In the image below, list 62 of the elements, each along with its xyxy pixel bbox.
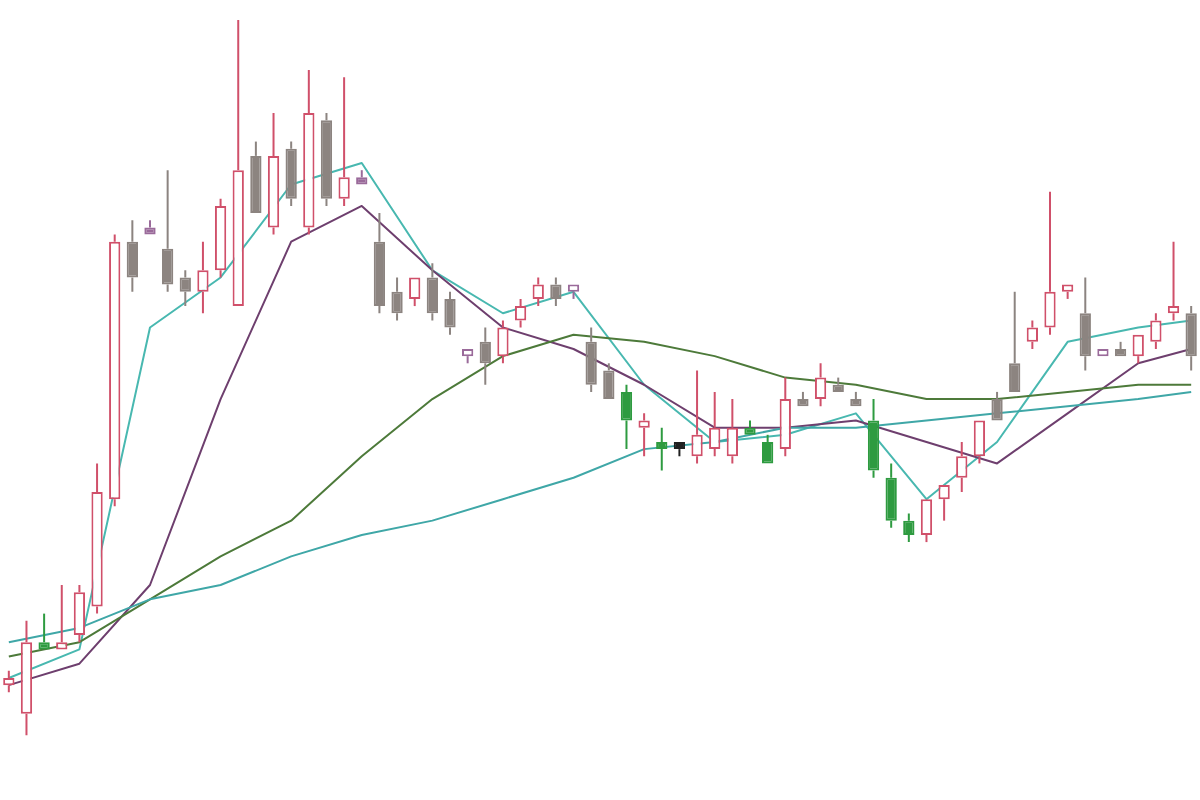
candlestick bbox=[620, 383, 633, 451]
candlestick bbox=[1167, 240, 1180, 322]
candlestick bbox=[567, 284, 580, 300]
candlestick bbox=[1150, 312, 1162, 350]
candlestick bbox=[1062, 284, 1074, 300]
candlestick bbox=[373, 212, 386, 315]
candlestick bbox=[832, 376, 844, 392]
candlestick bbox=[409, 277, 421, 308]
candlestick bbox=[585, 326, 597, 393]
candlestick bbox=[991, 390, 1003, 421]
candlestick bbox=[20, 619, 33, 737]
candlestick bbox=[691, 369, 703, 465]
candlestick bbox=[956, 440, 968, 494]
candlestick bbox=[1044, 190, 1056, 336]
candlestick bbox=[709, 390, 721, 458]
candlestick bbox=[726, 398, 738, 465]
candlestick bbox=[903, 512, 915, 544]
candlestick bbox=[850, 390, 862, 407]
candlestick bbox=[126, 219, 138, 293]
candlestick bbox=[550, 276, 562, 308]
candlestick bbox=[673, 441, 686, 458]
candlestick bbox=[391, 276, 403, 322]
candlestick bbox=[197, 240, 209, 315]
candlestick bbox=[779, 376, 791, 458]
candlestick bbox=[320, 111, 333, 207]
candlestick bbox=[814, 362, 827, 408]
candlestick bbox=[762, 433, 774, 464]
candlestick bbox=[3, 669, 15, 694]
candlestick bbox=[303, 69, 315, 236]
candlestick bbox=[73, 584, 86, 644]
candlestick bbox=[444, 290, 456, 336]
candlestick bbox=[867, 398, 880, 479]
candlestick bbox=[1079, 276, 1091, 372]
candlestick bbox=[973, 420, 986, 465]
candlestick bbox=[744, 419, 756, 435]
candlestick bbox=[603, 362, 615, 400]
candlestick bbox=[426, 262, 438, 322]
candlestick bbox=[1009, 290, 1021, 392]
candlestick bbox=[144, 219, 156, 235]
candlestick bbox=[1114, 340, 1127, 357]
candlestick bbox=[479, 326, 491, 386]
candlestick bbox=[797, 390, 809, 407]
candlestick bbox=[250, 140, 262, 214]
candlestick bbox=[338, 76, 350, 207]
candlestick bbox=[91, 462, 103, 615]
candlestick bbox=[56, 584, 68, 650]
candlestick bbox=[179, 269, 191, 308]
candlestick bbox=[656, 426, 668, 472]
candlestick bbox=[920, 499, 933, 544]
candlestick bbox=[285, 140, 297, 207]
candlestick bbox=[497, 319, 509, 365]
candlestick bbox=[232, 19, 244, 307]
candlestick bbox=[1185, 305, 1197, 372]
candlestick bbox=[885, 462, 897, 529]
candlestick bbox=[162, 169, 174, 293]
candlestick bbox=[214, 197, 227, 279]
candlestick bbox=[109, 233, 121, 508]
candlestick bbox=[356, 169, 368, 185]
candlestick bbox=[1132, 334, 1144, 365]
candlestick bbox=[638, 412, 650, 458]
candlestick bbox=[38, 612, 50, 650]
candlestick bbox=[267, 111, 280, 236]
